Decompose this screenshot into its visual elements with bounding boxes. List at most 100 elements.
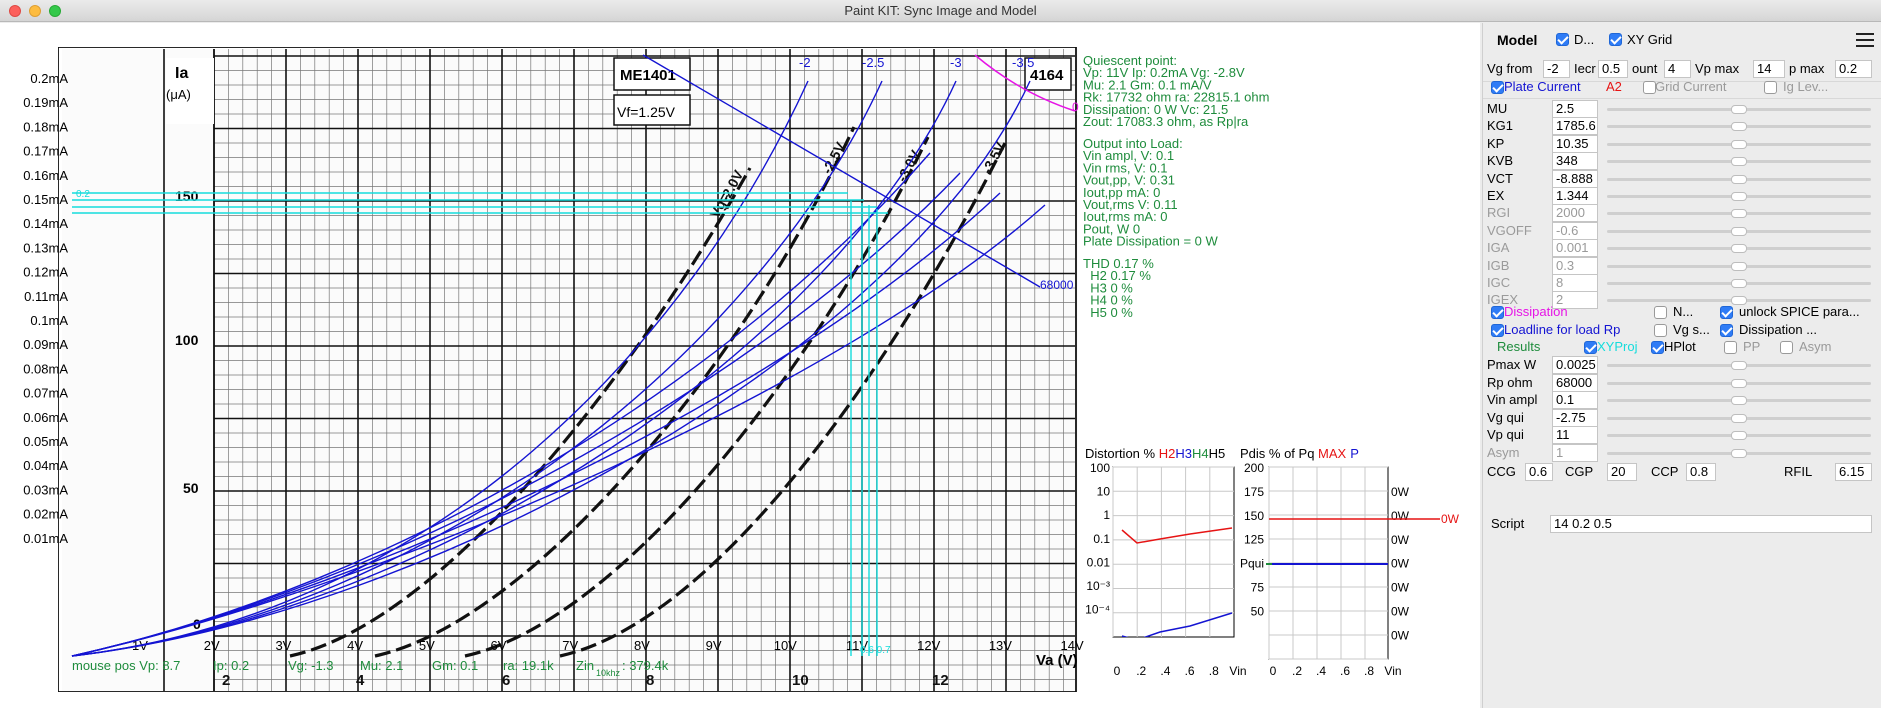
plate-current-checkbox[interactable] <box>1491 81 1504 94</box>
param-field[interactable]: -8.888 <box>1552 169 1598 188</box>
rfil-field[interactable]: 6.15 <box>1835 463 1872 481</box>
param-field[interactable]: 2 <box>1552 291 1598 310</box>
slider-knob[interactable] <box>1731 105 1747 114</box>
model-label: Model <box>1497 32 1538 48</box>
result-slider[interactable] <box>1607 426 1871 444</box>
result-field[interactable]: 1 <box>1552 443 1598 462</box>
ip-max-field[interactable]: 0.2 <box>1835 60 1872 78</box>
grid-current-checkbox[interactable] <box>1643 81 1656 94</box>
param-slider[interactable] <box>1607 222 1871 240</box>
vg-s-checkbox[interactable] <box>1654 324 1667 337</box>
unlock-spice-checkbox[interactable] <box>1720 306 1733 319</box>
close-icon[interactable] <box>9 5 21 17</box>
plot-canvas-area[interactable]: ME1401 Vf=1.25V 4164 Ia (μA) 150 100 50 … <box>0 23 1480 708</box>
vg-from-field[interactable]: -2 <box>1543 60 1570 78</box>
param-field[interactable]: 0.3 <box>1552 256 1598 275</box>
loadline-checkbox[interactable] <box>1491 324 1504 337</box>
result-slider[interactable] <box>1607 391 1871 409</box>
param-field[interactable]: 2000 <box>1552 204 1598 223</box>
param-slider[interactable] <box>1607 152 1871 170</box>
mouse-pos-vg: Vg: -1.3 <box>288 658 334 673</box>
slider-knob[interactable] <box>1731 244 1747 254</box>
pdis-x-tick: .8 <box>1364 664 1374 678</box>
asym-checkbox[interactable] <box>1780 341 1793 354</box>
param-slider[interactable] <box>1607 100 1871 118</box>
mouse-pos-zin: Zin <box>576 658 594 673</box>
pp-checkbox[interactable] <box>1724 341 1737 354</box>
hplot-checkbox[interactable] <box>1651 341 1664 354</box>
y-axis-tick-label: 0.19mA <box>23 95 68 110</box>
slider-knob[interactable] <box>1731 396 1747 405</box>
result-slider[interactable] <box>1607 356 1871 374</box>
result-field[interactable]: 0.1 <box>1552 391 1598 409</box>
param-field[interactable]: 1785.6 <box>1552 117 1598 136</box>
param-field[interactable]: 8 <box>1552 274 1598 292</box>
result-slider[interactable] <box>1607 374 1871 392</box>
vp-max-field[interactable]: 14 <box>1753 60 1785 78</box>
param-field[interactable]: 2.5 <box>1552 100 1598 118</box>
slider-knob[interactable] <box>1731 157 1747 167</box>
x-axis-tick-label: 9V <box>706 638 722 653</box>
d-checkbox-label: D... <box>1574 32 1595 47</box>
result-slider[interactable] <box>1607 444 1871 462</box>
param-field[interactable]: 1.344 <box>1552 187 1598 205</box>
param-slider[interactable] <box>1607 291 1871 309</box>
param-slider[interactable] <box>1607 257 1871 275</box>
param-label: RGI <box>1487 205 1511 221</box>
slider-knob[interactable] <box>1731 448 1747 458</box>
xy-grid-checkbox[interactable] <box>1609 33 1622 46</box>
dissipation-curve-label: 0 <box>1072 100 1079 114</box>
slider-knob[interactable] <box>1731 209 1747 219</box>
n-checkbox[interactable] <box>1654 306 1667 319</box>
slider-knob[interactable] <box>1731 413 1747 423</box>
param-slider[interactable] <box>1607 239 1871 257</box>
param-field[interactable]: -0.6 <box>1552 221 1598 240</box>
slider-knob[interactable] <box>1731 261 1747 271</box>
distortion-h5-legend: H5 <box>1209 446 1226 461</box>
result-slider[interactable] <box>1607 409 1871 427</box>
dissipation2-checkbox[interactable] <box>1720 324 1733 337</box>
slider-knob[interactable] <box>1731 431 1747 440</box>
slider-knob[interactable] <box>1731 361 1747 370</box>
param-field[interactable]: 348 <box>1552 152 1598 171</box>
incr-field[interactable]: 0.5 <box>1598 60 1628 78</box>
slider-knob[interactable] <box>1731 378 1747 388</box>
param-slider[interactable] <box>1607 187 1871 205</box>
ccg-field[interactable]: 0.6 <box>1525 463 1553 481</box>
param-slider[interactable] <box>1607 117 1871 135</box>
slider-knob[interactable] <box>1731 174 1747 184</box>
slider-knob[interactable] <box>1731 192 1747 201</box>
pdis-y-tick: 75 <box>1251 581 1265 595</box>
d-checkbox[interactable] <box>1556 33 1569 46</box>
result-field[interactable]: 0.0025 <box>1552 356 1598 374</box>
param-slider[interactable] <box>1607 135 1871 153</box>
hamburger-menu-icon[interactable] <box>1856 33 1874 47</box>
param-field[interactable]: 10.35 <box>1552 134 1598 153</box>
zoom-icon[interactable] <box>49 5 61 17</box>
slider-knob[interactable] <box>1731 139 1747 149</box>
result-field[interactable]: -2.75 <box>1552 408 1598 427</box>
param-slider[interactable] <box>1607 204 1871 222</box>
slider-knob[interactable] <box>1731 296 1747 306</box>
param-slider[interactable] <box>1607 170 1871 188</box>
ccp-field[interactable]: 0.8 <box>1686 463 1716 481</box>
slider-knob[interactable] <box>1731 122 1747 132</box>
minimize-icon[interactable] <box>29 5 41 17</box>
result-field[interactable]: 11 <box>1552 426 1598 444</box>
param-field[interactable]: 0.001 <box>1552 239 1598 258</box>
result-field[interactable]: 68000 <box>1552 373 1598 392</box>
ig-lev-checkbox[interactable] <box>1764 81 1777 94</box>
script-field[interactable]: 14 0.2 0.5 <box>1550 515 1872 533</box>
param-slider[interactable] <box>1607 274 1871 292</box>
vg-s-label: Vg s... <box>1673 322 1710 337</box>
count-field[interactable]: 4 <box>1664 60 1691 78</box>
scan-va-label: Va (V) <box>1036 652 1078 669</box>
cgp-field[interactable]: 20 <box>1607 463 1637 481</box>
dissipation-checkbox[interactable] <box>1491 306 1504 319</box>
mouse-pos-zin-sub: 10khz <box>596 668 621 678</box>
distortion-h4-legend: H4 <box>1192 446 1209 461</box>
xyproj-checkbox[interactable] <box>1584 341 1597 354</box>
cyan-left-label: 0.2 <box>76 189 90 200</box>
slider-knob[interactable] <box>1731 279 1747 288</box>
slider-knob[interactable] <box>1731 226 1747 236</box>
